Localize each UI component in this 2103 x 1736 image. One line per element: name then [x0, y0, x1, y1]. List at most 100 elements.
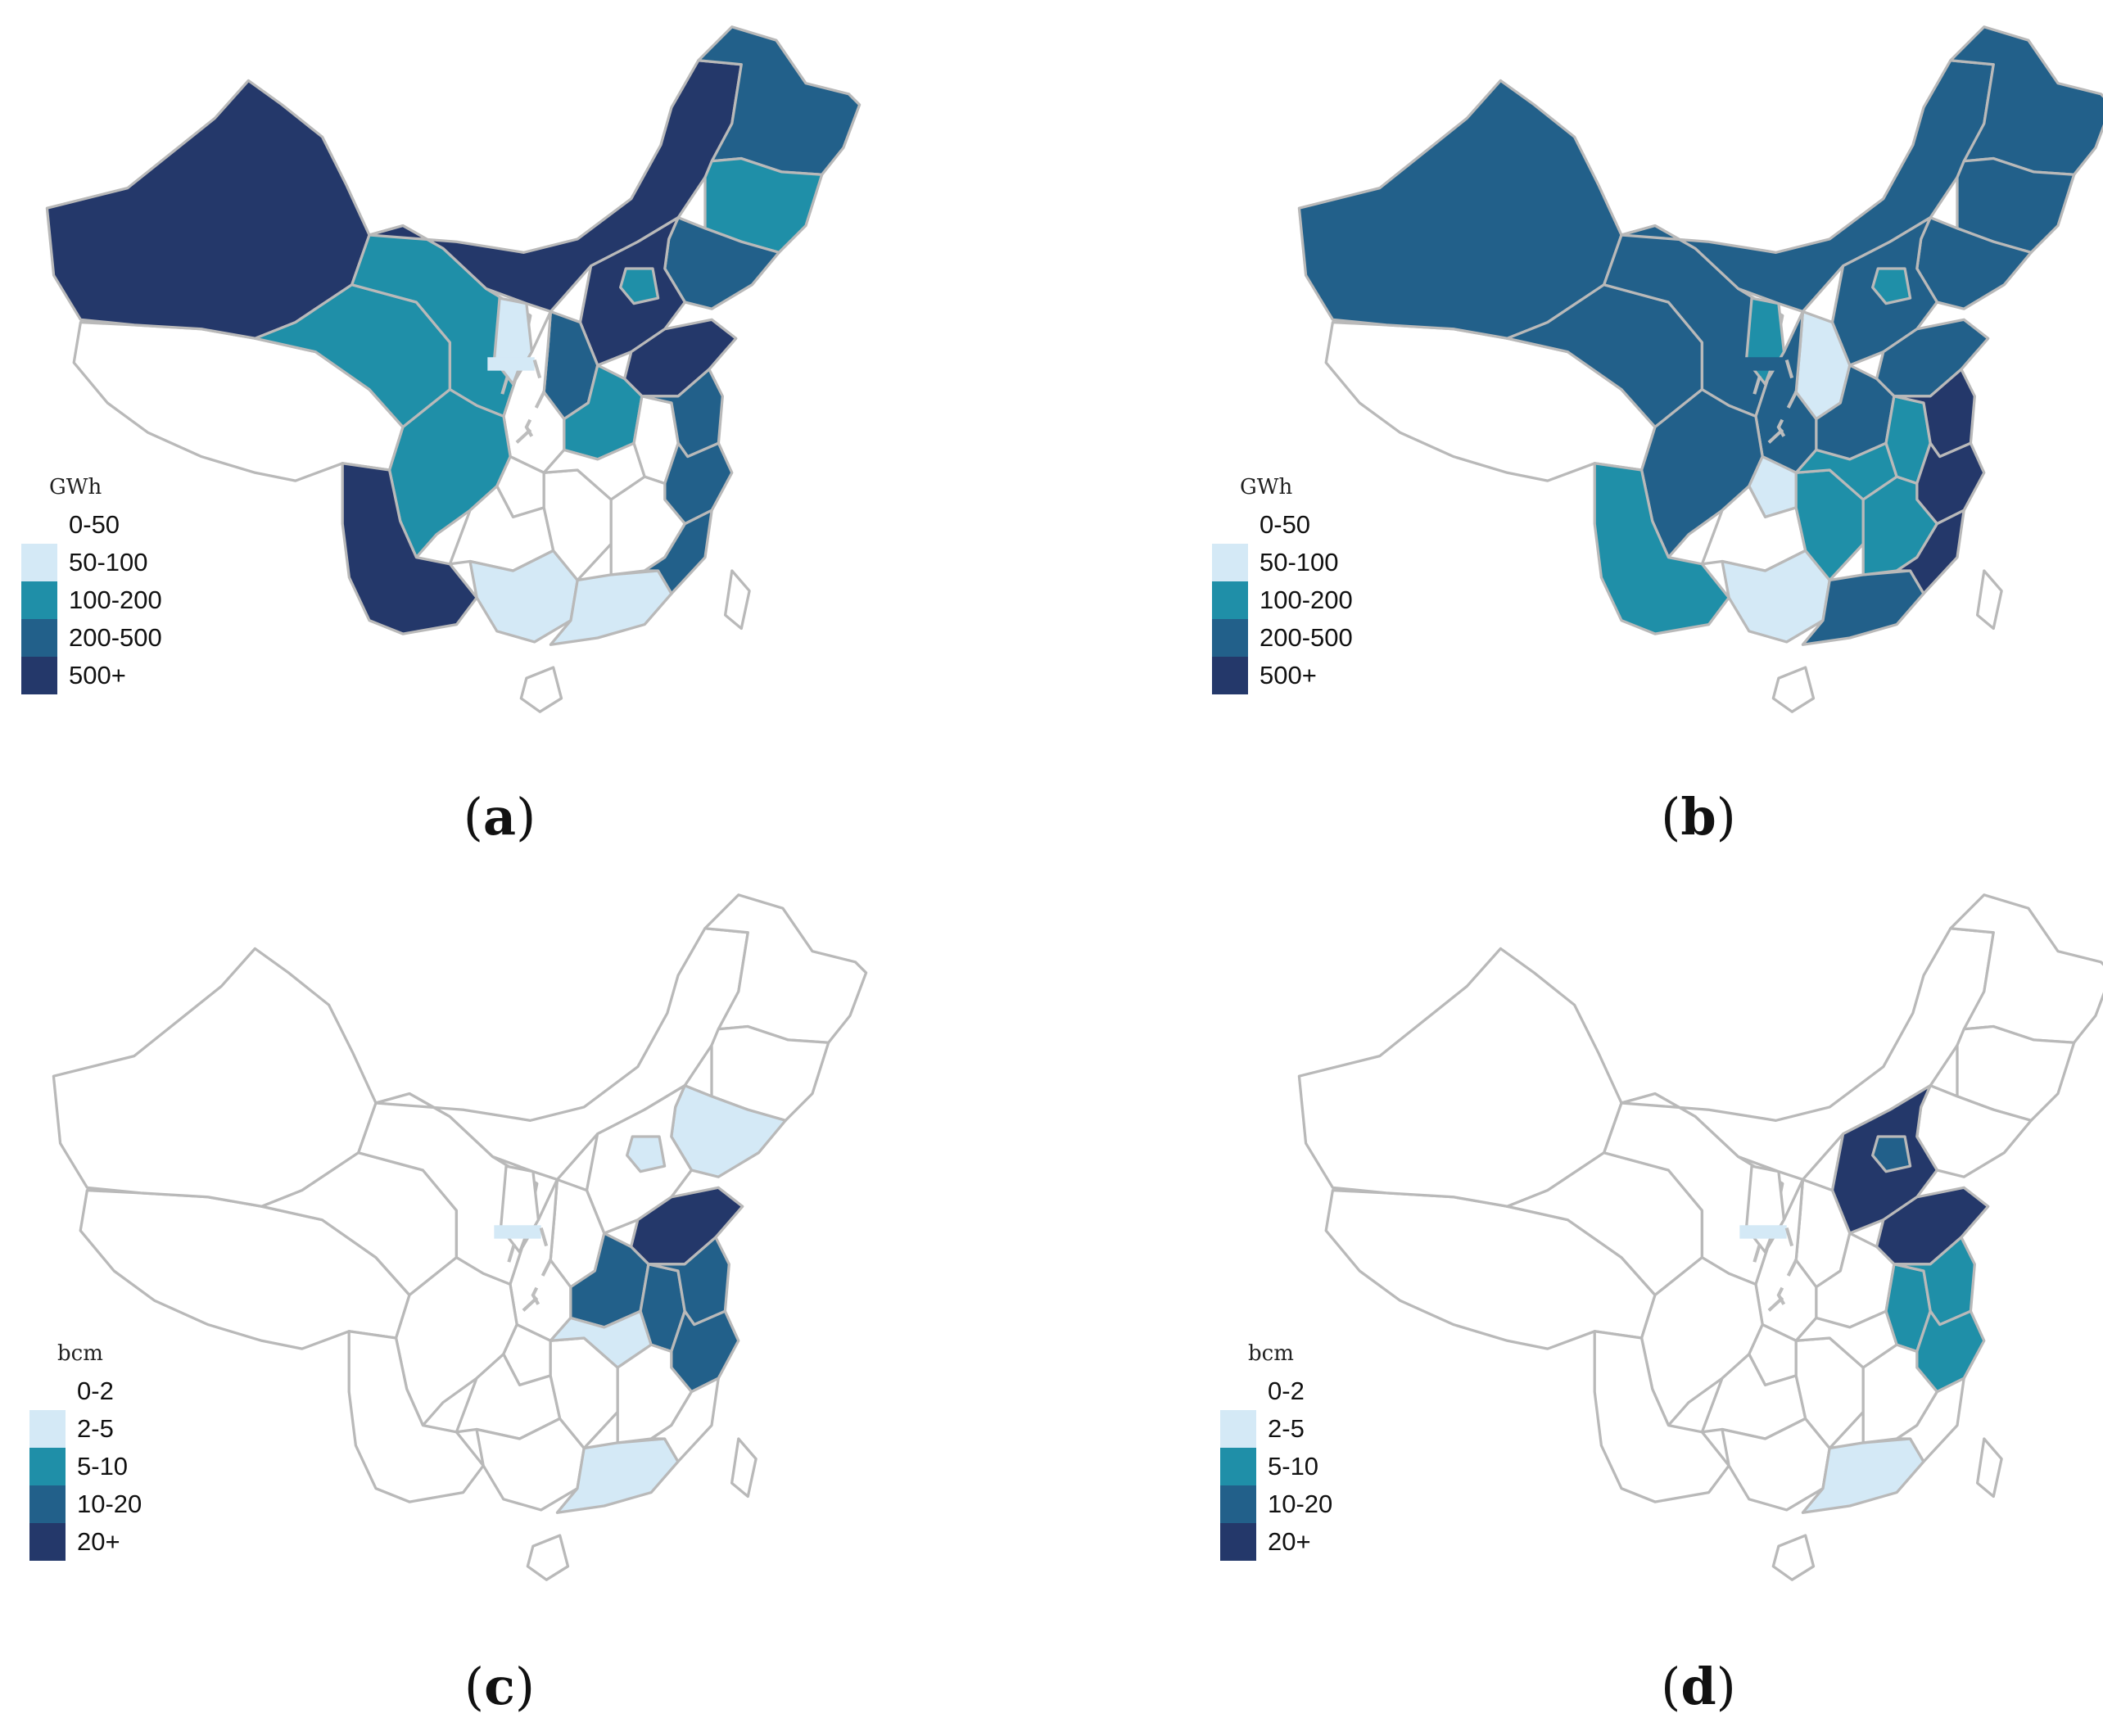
legend-label: 0-2	[77, 1377, 114, 1405]
choropleth-map-b	[1297, 25, 2103, 713]
legend-label: 500+	[1260, 661, 1317, 689]
legend-label: 10-20	[1268, 1490, 1333, 1518]
legend-label: 10-20	[77, 1490, 142, 1518]
province-hainan	[526, 1534, 570, 1581]
province-yunnan	[1593, 1330, 1730, 1503]
province-jilin	[703, 156, 824, 254]
legend-row: 500+	[21, 657, 162, 694]
province-xinjiang	[45, 79, 371, 340]
legend-swatch	[21, 657, 57, 694]
province-xinjiang	[1297, 79, 1623, 340]
province-beijing	[1871, 267, 1912, 305]
legend-swatch	[21, 581, 57, 619]
legend-label: 200-500	[1260, 623, 1353, 652]
legend-unit: bcm	[57, 1341, 103, 1366]
province-fujian	[649, 1377, 720, 1463]
legend-swatch	[29, 1523, 66, 1561]
legend-label: 50-100	[1260, 548, 1339, 576]
legend-swatch	[1220, 1523, 1256, 1561]
province-shaanxi	[1754, 310, 1818, 474]
legend-swatch	[29, 1372, 66, 1410]
legend-label: 50-100	[69, 548, 148, 576]
panel-caption: (c)	[464, 1657, 536, 1716]
maritime-boundary-dashes	[504, 1227, 553, 1315]
legend-row: 20+	[29, 1523, 142, 1561]
legend-label: 5-10	[77, 1452, 129, 1481]
province-heilongjiang	[697, 25, 862, 176]
choropleth-map-d	[1297, 893, 2103, 1581]
province-shaanxi	[502, 310, 566, 474]
map-panel-c: bcm 0-2 2-5 5-10 10-20 20+ (c)	[0, 868, 1052, 1736]
legend-d: bcm 0-2 2-5 5-10 10-20 20+	[1220, 1340, 1332, 1561]
province-beijing	[619, 267, 660, 305]
province-beijing	[626, 1135, 667, 1173]
legend-a: GWh 0-50 50-100 100-200 200-500 500+	[21, 473, 162, 694]
caption-letter: d	[1680, 1657, 1716, 1716]
panel-caption: (a)	[463, 787, 536, 847]
province-hainan	[1771, 666, 1816, 713]
panel-caption: (d)	[1661, 1657, 1736, 1716]
caption-letter: c	[484, 1657, 515, 1716]
legend-swatch	[21, 506, 57, 544]
maritime-boundary-dashes	[1750, 359, 1798, 447]
panel-caption: (b)	[1661, 787, 1736, 847]
choropleth-map-c	[52, 893, 868, 1581]
south-china-sea-inset	[487, 357, 535, 371]
legend-swatch	[1212, 619, 1248, 657]
legend-row: 2-5	[1220, 1410, 1332, 1448]
province-guangxi	[1721, 1417, 1831, 1512]
map-provinces	[45, 25, 862, 713]
legend-row: 500+	[1212, 657, 1353, 694]
legend-row: 2-5	[29, 1410, 142, 1448]
legend-b: GWh 0-50 50-100 100-200 200-500 500+	[1212, 473, 1353, 694]
legend-row: 0-50	[1212, 506, 1353, 544]
legend-swatch	[21, 544, 57, 581]
legend-swatch	[29, 1448, 66, 1485]
province-yunnan	[341, 462, 478, 635]
legend-swatch	[21, 619, 57, 657]
province-jilin	[1956, 156, 2076, 254]
legend-swatch	[1220, 1372, 1256, 1410]
legend-swatch	[1220, 1448, 1256, 1485]
legend-label: 5-10	[1268, 1452, 1319, 1481]
province-xinjiang	[52, 947, 378, 1208]
legend-row: 10-20	[1220, 1485, 1332, 1523]
legend-label: 500+	[69, 661, 126, 689]
province-fujian	[1895, 509, 1965, 595]
province-yunnan	[347, 1330, 485, 1503]
legend-row: 0-50	[21, 506, 162, 544]
province-guangxi	[475, 1417, 586, 1512]
province-shaanxi	[509, 1178, 572, 1342]
legend-label: 100-200	[1260, 585, 1353, 614]
legend-row: 10-20	[29, 1485, 142, 1523]
legend-label: 20+	[1268, 1527, 1311, 1556]
legend-row: 200-500	[21, 619, 162, 657]
south-china-sea-inset	[494, 1225, 541, 1239]
legend-row: 50-100	[1212, 544, 1353, 581]
maritime-boundary-dashes	[498, 359, 546, 447]
legend-unit: GWh	[1240, 475, 1293, 500]
legend-row: 200-500	[1212, 619, 1353, 657]
legend-row: 5-10	[1220, 1448, 1332, 1485]
legend-row: 100-200	[1212, 581, 1353, 619]
maritime-boundary-dashes	[1750, 1227, 1798, 1315]
province-hainan	[1771, 1534, 1816, 1581]
province-yunnan	[1593, 462, 1730, 635]
south-china-sea-inset	[1739, 357, 1787, 371]
legend-row: 0-2	[29, 1372, 142, 1410]
legend-label: 0-50	[69, 510, 120, 539]
map-panel-d: bcm 0-2 2-5 5-10 10-20 20+ (d)	[1052, 868, 2103, 1736]
legend-label: 2-5	[77, 1414, 114, 1443]
legend-label: 200-500	[69, 623, 162, 652]
legend-swatch	[29, 1410, 66, 1448]
legend-unit: bcm	[1248, 1341, 1294, 1366]
province-heilongjiang	[703, 893, 868, 1044]
province-jilin	[710, 1024, 830, 1122]
legend-swatch	[1220, 1410, 1256, 1448]
province-jilin	[1956, 1024, 2076, 1122]
map-panel-a: GWh 0-50 50-100 100-200 200-500 500+ (a)	[0, 0, 1052, 868]
legend-swatch	[1212, 544, 1248, 581]
province-shaanxi	[1754, 1178, 1818, 1342]
province-fujian	[643, 509, 713, 595]
legend-label: 0-2	[1268, 1377, 1305, 1405]
